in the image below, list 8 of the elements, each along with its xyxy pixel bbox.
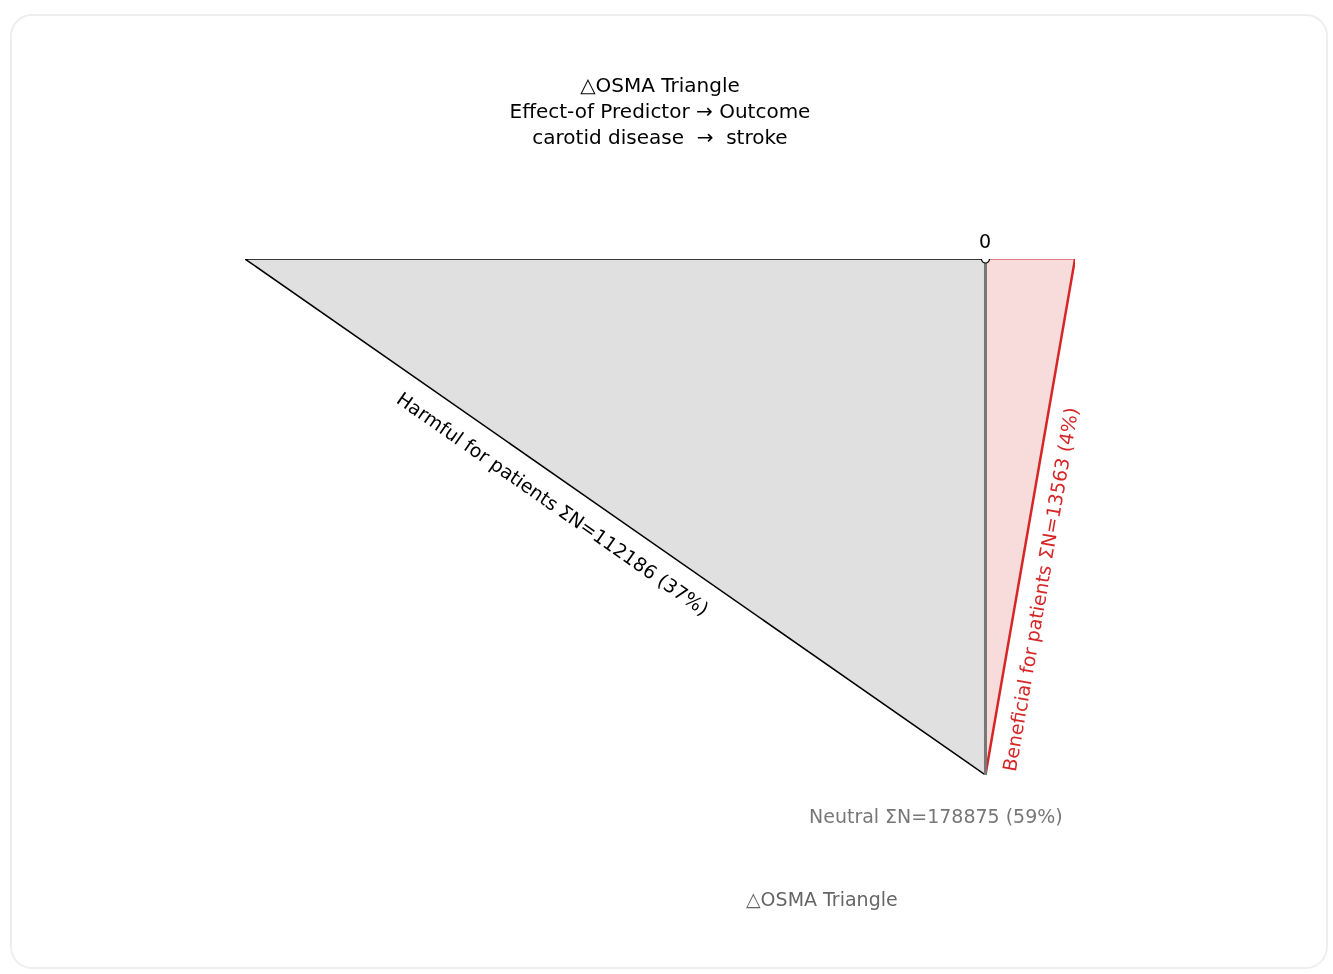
- text: △OSMA Triangle: [580, 73, 740, 97]
- text: △OSMA Triangle: [746, 888, 898, 910]
- text: Effect-of Predictor → Outcome carotid disease → stroke: [509, 99, 811, 149]
- category-label: Beneficial for patients: [998, 563, 1056, 773]
- data-label: ΣN=178875 (59%): [885, 805, 1063, 827]
- text: 0: [979, 230, 992, 252]
- data-label: ΣN=13563 (4%): [1034, 405, 1083, 561]
- category-label: Neutral: [809, 805, 880, 827]
